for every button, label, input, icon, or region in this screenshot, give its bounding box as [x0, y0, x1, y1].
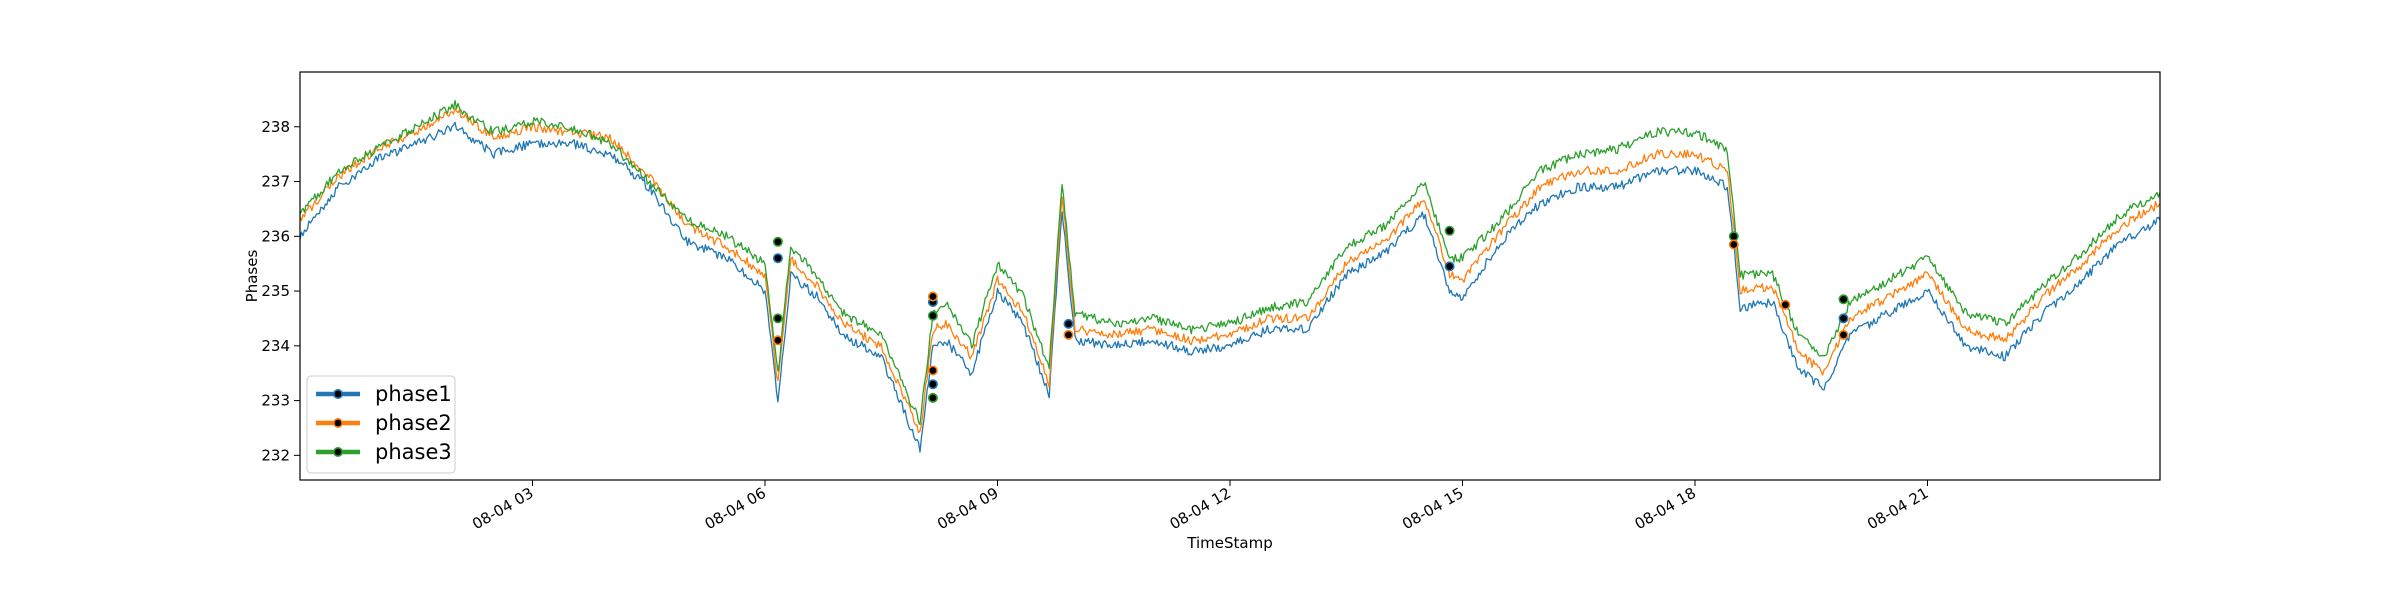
plot-area [300, 72, 2160, 480]
y-tick-label-238: 238 [261, 118, 290, 136]
marker-phase3-3 [772, 313, 783, 324]
series-layer [299, 99, 2161, 453]
x-axis-label: TimeStamp [1186, 534, 1272, 552]
marker-phase3-2 [772, 236, 783, 247]
y-tick-label-234: 234 [261, 337, 290, 355]
marker-phase2-19 [1838, 329, 1849, 340]
legend-label-phase3: phase3 [375, 440, 452, 464]
series-line-phase3 [299, 99, 2161, 426]
legend-label-phase1: phase1 [375, 382, 452, 406]
marker-phase1-12 [1444, 261, 1455, 272]
y-tick-label-232: 232 [261, 446, 290, 464]
legend-marker-phase2 [332, 417, 343, 428]
series-line-phase2 [299, 107, 2161, 434]
marker-phase3-13 [1444, 225, 1455, 236]
y-tick-label-235: 235 [261, 282, 290, 300]
marker-phase2-1 [772, 335, 783, 346]
marker-phase2-16 [1780, 299, 1791, 310]
marker-phase3-17 [1838, 294, 1849, 305]
y-axis-label: Phases [243, 250, 261, 303]
marker-phase2-5 [927, 291, 938, 302]
marker-phase3-9 [927, 392, 938, 403]
series-line-phase1 [299, 121, 2161, 453]
y-tick-label-237: 237 [261, 173, 290, 191]
y-tick-label-233: 233 [261, 392, 290, 410]
legend-label-phase2: phase2 [375, 411, 452, 435]
y-axis-ticks: 232 233 234 235 236 237 238 [261, 118, 300, 464]
legend-marker-phase1 [332, 388, 343, 399]
marker-phase1-18 [1838, 313, 1849, 324]
legend-marker-phase3 [332, 446, 343, 457]
legend: phase1 phase2 phase3 [306, 375, 456, 474]
marker-phase3-6 [927, 310, 938, 321]
marker-phase2-8 [927, 365, 938, 376]
y-tick-label-236: 236 [261, 227, 290, 245]
legend-box [306, 375, 456, 474]
marker-phase1-10 [1063, 318, 1074, 329]
marker-phase1-7 [927, 379, 938, 390]
marker-phase3-14 [1728, 231, 1739, 242]
marker-layer [772, 225, 1849, 403]
marker-phase1-0 [772, 253, 783, 264]
marker-phase2-11 [1063, 329, 1074, 340]
marker-phase2-15 [1728, 239, 1739, 250]
